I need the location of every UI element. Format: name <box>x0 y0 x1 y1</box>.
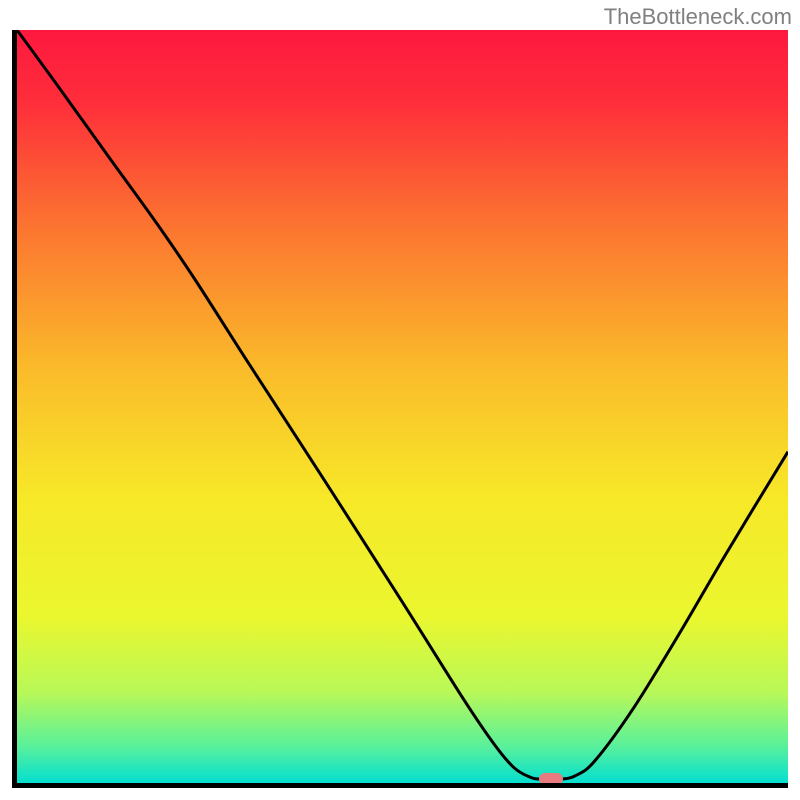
bottleneck-curve <box>17 30 788 783</box>
watermark-text: TheBottleneck.com <box>604 4 792 30</box>
plot-area <box>12 30 788 788</box>
bottleneck-chart: { "watermark": { "text": "TheBottleneck.… <box>0 0 800 800</box>
optimal-marker <box>539 773 563 785</box>
curve-path <box>17 30 788 780</box>
